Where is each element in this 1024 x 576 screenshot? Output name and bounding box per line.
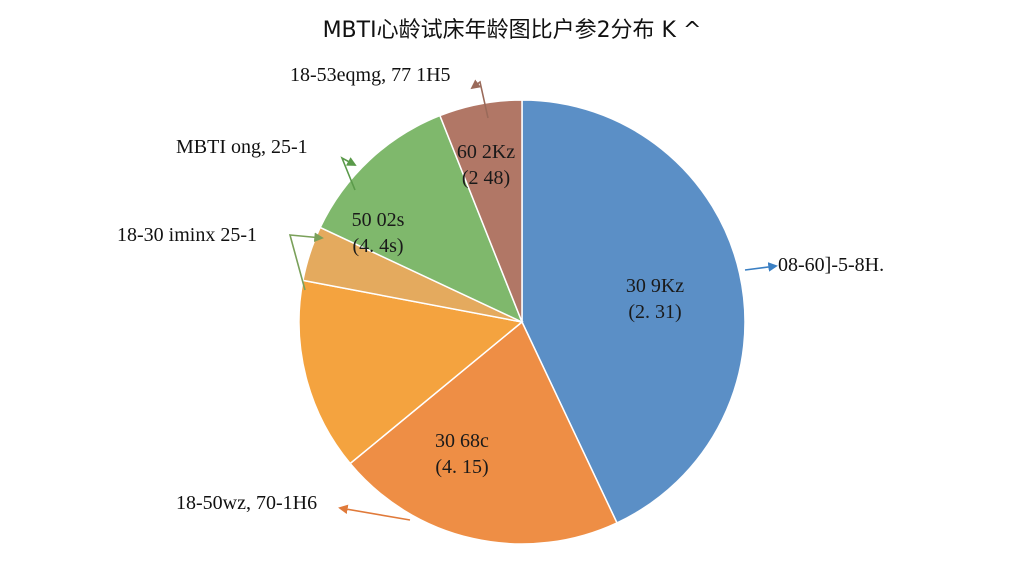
pie-slice	[298, 279, 524, 465]
leader-line	[744, 262, 778, 272]
slice-inner-value: (2. 31)	[628, 301, 681, 323]
slice-inner-value: (4. 15)	[435, 456, 488, 478]
slice-inner-label: 30 68c	[435, 430, 489, 452]
slice-inner-value: (2 48)	[462, 167, 510, 189]
slice-inner-label: 50 02s	[352, 209, 405, 231]
pie-slice	[521, 99, 746, 524]
slice-outer-label: 18-53eqmg, 77 1H5	[290, 64, 451, 86]
slice-inner-value: (4. 4s)	[352, 235, 403, 257]
slice-inner-label: 60 2Kz	[457, 141, 515, 163]
pie-slice	[319, 114, 524, 324]
pie-slice	[349, 320, 618, 545]
chart-title: MBTI心龄试床年龄图比户参2分布 K ^	[322, 18, 702, 43]
slice-outer-label: 08-60]-5-8H.	[778, 254, 884, 276]
leader-line	[338, 504, 411, 521]
slice-outer-label: MBTI ong, 25-1	[176, 136, 308, 158]
pie-slice	[438, 99, 523, 323]
slice-inner-label: 30 9Kz	[626, 275, 684, 297]
leader-line	[340, 156, 357, 191]
slice-outer-label: 18-50wz, 70-1H6	[176, 492, 317, 514]
leader-line	[470, 79, 489, 119]
leader-line	[288, 232, 324, 291]
slice-outer-label: 18-30 iminx 25-1	[117, 224, 257, 246]
